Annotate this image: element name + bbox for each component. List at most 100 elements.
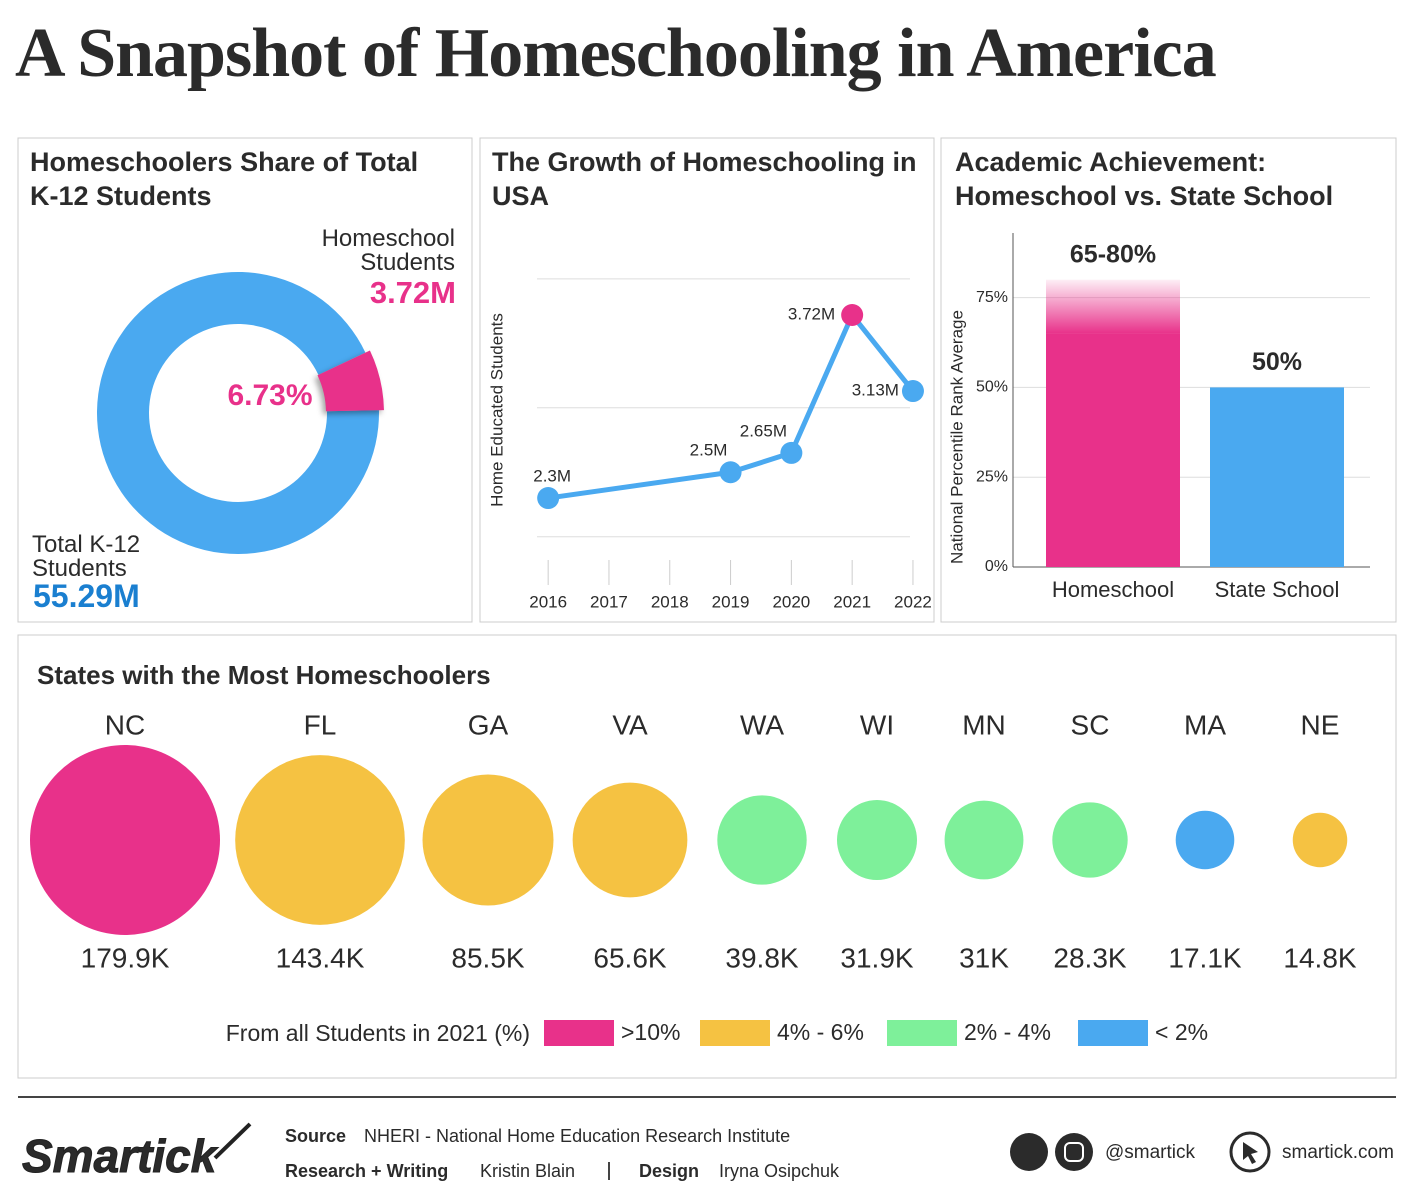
legend-label: 2% - 4% [964,1019,1051,1045]
panel-title: Homeschoolers Share of Total K-12 Studen… [30,147,419,211]
x-tick-label: 2017 [590,592,628,611]
segment-value: 55.29M [33,578,140,614]
state-label: NE [1301,709,1340,740]
bubble [30,745,220,935]
state-label: SC [1071,709,1110,740]
data-label: 31.9K [840,942,913,973]
data-label: 17.1K [1168,942,1241,973]
x-tick-label: 2021 [833,592,871,611]
data-label: 31K [959,942,1009,973]
page-title: A Snapshot of Homeschooling in America [15,15,1216,92]
state-label: WA [740,709,784,740]
legend-swatch [1078,1020,1148,1046]
bubble [944,800,1024,880]
bar [1210,387,1344,567]
data-label: 50% [1252,348,1302,376]
x-tick-label: 2018 [651,592,689,611]
legend-label: < 2% [1155,1019,1208,1045]
data-label: 3.13M [852,381,899,400]
x-tick-label: Homeschool [1052,577,1174,602]
panel [17,634,1397,1079]
y-axis-label: Home Educated Students [487,313,506,507]
panel [940,137,1397,623]
handle[interactable]: @smartick [1105,1142,1196,1163]
data-label: 2.3M [533,467,571,486]
design: Iryna Osipchuk [719,1161,840,1181]
segment-label: Total K-12 Students [32,531,141,582]
instagram-icon[interactable] [1055,1133,1093,1171]
legend-title: From all Students in 2021 (%) [226,1020,530,1046]
brand: Smartick [22,1130,219,1182]
point [719,461,742,484]
state-label: NC [105,709,145,740]
bubble [422,774,554,906]
state-label: VA [612,709,648,740]
icon-glyph [1064,1142,1084,1162]
bubble [572,782,688,898]
legend-swatch [700,1020,770,1046]
data-label: 2.5M [690,441,728,460]
ring-segment [317,350,384,412]
point [901,380,924,403]
x-tick-label: 2020 [772,592,810,611]
legend-swatch [887,1020,957,1046]
state-label: GA [468,709,509,740]
segment-label: Homeschool Students [321,225,455,276]
y-tick-label: 25% [976,468,1008,485]
bar-range [1046,279,1180,334]
bubble [235,755,405,925]
x-tick-label: 2022 [894,592,932,611]
data-label: 14.8K [1283,942,1356,973]
data-label: 39.8K [725,942,798,973]
data-label: 179.9K [81,942,170,973]
source: NHERI - National Home Education Research… [364,1126,790,1146]
panel-title: The Growth of Homeschooling in USA [492,147,917,211]
design-label: Design [639,1161,699,1181]
legend-label: 4% - 6% [777,1019,864,1045]
state-label: WI [860,709,894,740]
bubble [1292,812,1348,868]
share-annotation: 6.73% [227,379,312,412]
legend-swatch [544,1020,614,1046]
state-label: FL [304,709,337,740]
legend-label: >10% [621,1019,680,1045]
research-label: Research + Writing [285,1161,448,1181]
website[interactable]: smartick.com [1282,1142,1394,1163]
bubble [1052,802,1128,878]
x-tick-label: State School [1215,577,1340,602]
data-label: 143.4K [276,942,365,973]
research: Kristin Blain [480,1161,575,1181]
y-tick-label: 75% [976,289,1008,306]
bubble [1175,810,1235,870]
web-icon[interactable] [1229,1131,1271,1173]
data-label: 65-80% [1070,240,1156,268]
cursor-glyph [1243,1142,1258,1164]
data-label: 85.5K [451,942,524,973]
data-label: 65.6K [593,942,666,973]
x-tick-label: 2019 [712,592,750,611]
point [780,441,803,464]
panel-title: States with the Most Homeschoolers [37,660,491,690]
bubble [836,799,918,881]
data-label: 3.72M [788,304,835,323]
twitter-icon[interactable] [1010,1133,1048,1171]
data-label: 28.3K [1053,942,1126,973]
segment-value: 3.72M [369,275,456,310]
panel [17,137,473,623]
state-label: MN [962,709,1006,740]
panel-title: Academic Achievement: Homeschool vs. Sta… [955,147,1334,211]
panel [479,137,935,623]
state-label: MA [1184,709,1226,740]
y-tick-label: 50% [976,379,1008,396]
source-label: Source [285,1126,346,1146]
x-tick-label: 2016 [529,592,567,611]
brand-tick [213,1122,252,1160]
point [537,487,560,510]
y-tick-label: 0% [985,558,1008,575]
bubble [717,795,807,885]
data-label: 2.65M [740,421,787,440]
y-axis-label: National Percentile Rank Average [947,310,966,564]
ring-segment [97,272,380,554]
